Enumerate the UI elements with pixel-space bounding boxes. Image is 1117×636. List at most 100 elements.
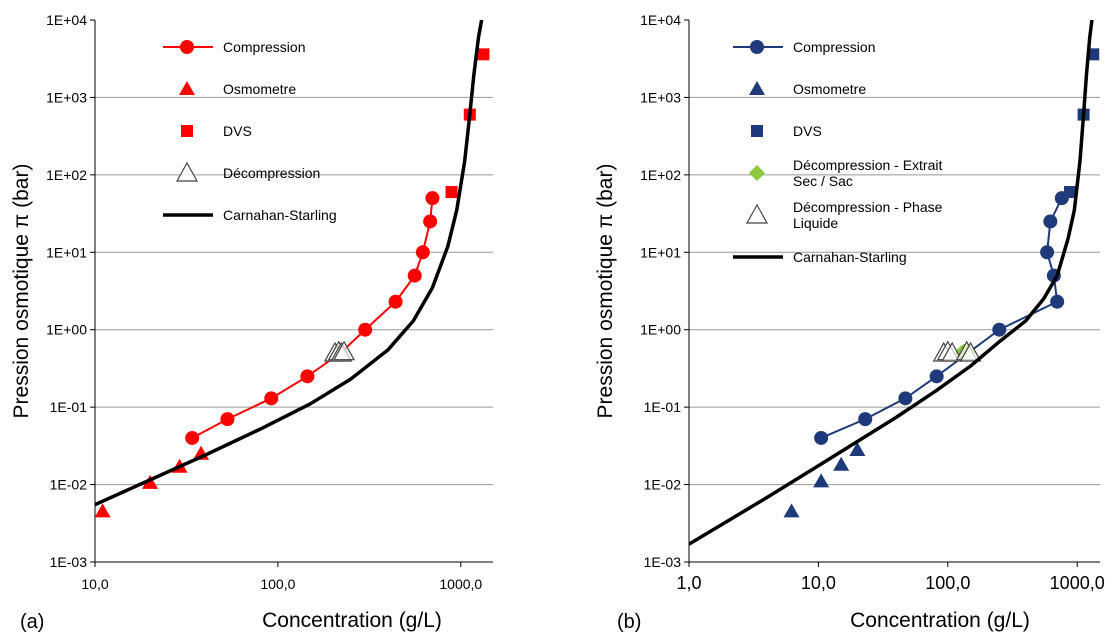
x-tick-label: 1000,0: [1050, 573, 1105, 593]
data-point: [423, 214, 438, 229]
y-tick-label: 1E+04: [46, 12, 87, 28]
plot-area: [95, 20, 490, 518]
legend-label: Compression: [223, 39, 305, 55]
data-point: [992, 322, 1007, 337]
legend-entry: Carnahan-Starling: [733, 249, 907, 265]
series-line: [820, 197, 1063, 439]
data-point: [833, 456, 850, 471]
data-point: [388, 294, 403, 309]
y-tick-label: 1E+04: [640, 12, 681, 28]
legend-swatch: [181, 125, 193, 137]
data-point: [929, 369, 944, 384]
x-tick-label: 10,0: [801, 573, 836, 593]
y-tick-label: 1E-01: [50, 399, 88, 415]
x-tick-label: 100,0: [925, 573, 970, 593]
legend-label: Sec / Sac: [793, 173, 853, 189]
legend-label: DVS: [223, 123, 252, 139]
data-point: [783, 503, 800, 518]
data-point: [1043, 214, 1058, 229]
legend-swatch: [179, 81, 195, 95]
legend-swatch: [749, 165, 765, 181]
legend-label: Décompression - Phase: [793, 199, 943, 215]
data-point: [220, 412, 235, 427]
legend-label: Carnahan-Starling: [223, 207, 337, 223]
data-point: [941, 341, 964, 362]
series-carnahan-starling: [689, 20, 1094, 546]
legend-swatch: [750, 40, 764, 54]
x-axis-label: Concentration (g/L): [850, 609, 1030, 632]
data-point: [849, 441, 866, 456]
series-line: [689, 20, 1094, 546]
y-tick-label: 1E-02: [644, 477, 682, 493]
legend-entry: Osmometre: [749, 81, 866, 97]
legend-entry: DVS: [181, 123, 252, 139]
y-tick-label: 1E+02: [46, 167, 87, 183]
series-compression: [185, 191, 440, 445]
x-tick-label: 100,0: [260, 576, 295, 592]
data-point: [142, 474, 159, 489]
data-point: [264, 391, 279, 406]
y-tick-label: 1E+01: [640, 244, 681, 260]
data-point: [1050, 294, 1065, 309]
legend-label: Décompression: [223, 165, 320, 181]
data-point: [813, 473, 830, 488]
legend-swatch: [745, 203, 769, 224]
data-point: [898, 391, 913, 406]
series-osmometre: [95, 445, 210, 518]
x-tick-label: 10,0: [81, 576, 108, 592]
legend: Compression Osmometre DVS Décompression - E…: [733, 39, 943, 265]
legend-label: Liquide: [793, 215, 838, 231]
legend-entry: Osmometre: [179, 81, 296, 97]
data-point: [959, 341, 982, 362]
y-tick-label: 1E-02: [50, 477, 88, 493]
data-point: [1040, 245, 1055, 260]
x-tick-label: 1,0: [676, 573, 701, 593]
series-dvs: [445, 48, 490, 199]
data-point: [415, 245, 430, 260]
legend-label: Décompression - Extrait: [793, 157, 942, 173]
series-osmometre: [783, 441, 866, 518]
legend-label: Osmometre: [223, 81, 296, 97]
series-line: [95, 20, 484, 507]
legend-entry: Compression: [733, 39, 875, 55]
legend-label: Osmometre: [793, 81, 866, 97]
y-tick-label: 1E+03: [46, 89, 87, 105]
legend-label: Carnahan-Starling: [793, 249, 907, 265]
y-tick-label: 1E-03: [644, 554, 682, 570]
data-point: [477, 48, 490, 61]
legend-label: Compression: [793, 39, 875, 55]
data-point: [185, 430, 200, 445]
legend-swatch: [751, 125, 763, 137]
data-point: [1064, 186, 1077, 199]
y-axis-label: Pression osmotique π (bar): [10, 164, 33, 419]
data-point: [333, 340, 356, 361]
data-point: [358, 322, 373, 337]
legend-swatch: [180, 40, 194, 54]
data-point: [300, 369, 315, 384]
data-point: [425, 191, 440, 206]
chart-panel-a: 1E-03 1E-02 1E-01 1E+00 1E+01 1E+02 1E+03 1E+04…: [10, 12, 493, 633]
y-tick-label: 1E+00: [640, 322, 681, 338]
panel-label: (b): [617, 611, 641, 633]
y-tick-label: 1E-03: [50, 554, 88, 570]
legend-entry: Compression: [163, 39, 305, 55]
series-dvs: [1064, 48, 1100, 199]
legend-entry: Décompression: [175, 161, 320, 182]
legend-label: DVS: [793, 123, 822, 139]
chart-panel-b: 1E-03 1E-02 1E-01 1E+00 1E+01 1E+02 1E+03 1E+04…: [594, 12, 1105, 633]
data-point: [95, 503, 111, 518]
data-point: [445, 186, 458, 199]
legend-entry: DVS: [751, 123, 822, 139]
y-tick-label: 1E+02: [640, 167, 681, 183]
data-point: [407, 268, 422, 283]
legend-swatch: [175, 161, 199, 182]
plot-area: [689, 20, 1100, 546]
legend-swatch: [749, 81, 765, 95]
x-tick-label: 1000,0: [439, 576, 482, 592]
panel-label: (a): [20, 611, 44, 633]
series-d-compression: [323, 340, 356, 362]
x-axis-label: Concentration (g/L): [262, 609, 442, 632]
